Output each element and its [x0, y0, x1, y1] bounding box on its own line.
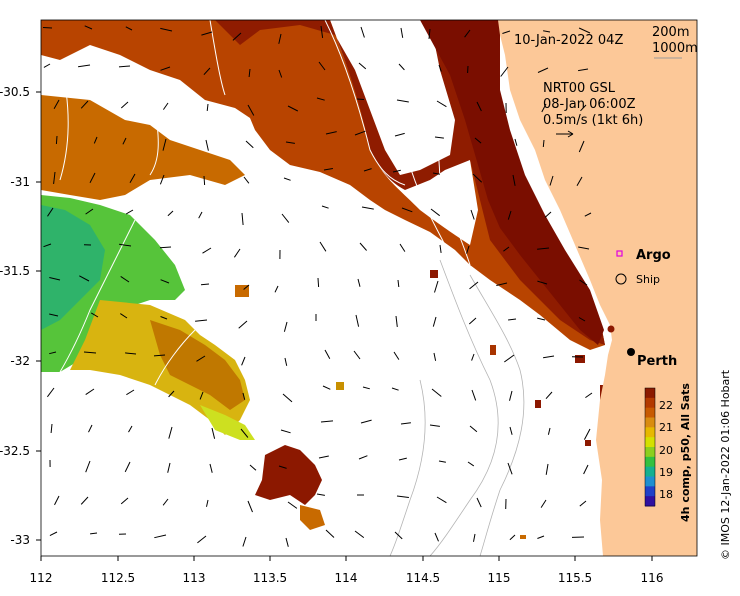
- current-vector: [56, 136, 57, 144]
- current-vector: [204, 176, 205, 185]
- sst-pixel: [535, 400, 541, 408]
- colorbar-title: 4h comp, p50, All Sats: [679, 383, 692, 522]
- city-label-perth: Perth: [637, 354, 677, 369]
- legend-ship: Ship: [636, 273, 660, 286]
- imos-credit: © IMOS 12-Jan-2022 01:06 Hobart: [719, 369, 732, 560]
- x-tick-label: 113: [183, 571, 206, 585]
- sst-pixel: [520, 535, 526, 539]
- x-tick-label: 116: [641, 571, 664, 585]
- colorbar-tick-label: 18: [659, 488, 673, 501]
- sst-pixel: [585, 440, 591, 446]
- perth-marker-icon[interactable]: [627, 348, 635, 356]
- colorbar-tick-label: 19: [659, 466, 673, 479]
- x-tick-label: 112.5: [101, 571, 135, 585]
- current-vector: [43, 28, 52, 29]
- current-date: 08-Jan 06:00Z: [543, 97, 636, 112]
- current-vector: [318, 278, 319, 287]
- colorbar-swatch: [645, 418, 655, 428]
- colorbar: [645, 388, 655, 507]
- colorbar-swatch: [645, 398, 655, 408]
- x-tick-label: 114: [335, 571, 358, 585]
- x-tick-label: 115.5: [558, 571, 592, 585]
- legend-argo: Argo: [636, 248, 671, 263]
- x-tick-label: 112: [30, 571, 53, 585]
- colorbar-swatch: [645, 447, 655, 457]
- current-scale: 0.5m/s (1kt 6h): [543, 113, 643, 128]
- contour-label-1000m: 1000m: [652, 41, 698, 56]
- x-tick-label: 115: [488, 571, 511, 585]
- coastal-marker-icon: [608, 326, 615, 333]
- sst-pixel: [336, 382, 344, 390]
- y-tick-label: -31: [10, 175, 30, 189]
- x-axis: 112 112.5 113 113.5 114 114.5 115 115.5 …: [30, 556, 664, 585]
- current-source: NRT00 GSL: [543, 81, 616, 96]
- colorbar-swatch: [645, 408, 655, 418]
- y-tick-label: -32: [10, 354, 30, 368]
- colorbar-swatch: [645, 457, 655, 467]
- y-tick-label: -31.5: [0, 264, 30, 278]
- colorbar-swatch: [645, 388, 655, 398]
- x-tick-label: 114.5: [406, 571, 440, 585]
- x-tick-label: 113.5: [253, 571, 287, 585]
- colorbar-swatch: [645, 467, 655, 477]
- colorbar-tick-label: 20: [659, 444, 673, 457]
- map-date: 10-Jan-2022 04Z: [514, 33, 623, 48]
- colorbar-swatch: [645, 486, 655, 496]
- y-tick-label: -30.5: [0, 85, 30, 99]
- colorbar-swatch: [645, 496, 655, 506]
- y-axis: -30.5 -31 -31.5 -32 -32.5 -33: [0, 85, 41, 547]
- sst-pixel: [490, 345, 496, 355]
- current-vector: [201, 284, 209, 285]
- sst-pixel: [430, 270, 438, 278]
- contour-label-200m: 200m: [652, 25, 689, 40]
- colorbar-swatch: [645, 437, 655, 447]
- current-vector: [357, 99, 364, 100]
- colorbar-swatch: [645, 477, 655, 487]
- y-tick-label: -33: [10, 533, 30, 547]
- current-vector: [543, 140, 544, 147]
- colorbar-tick-label: 22: [659, 399, 673, 412]
- y-tick-label: -32.5: [0, 444, 30, 458]
- colorbar-swatch: [645, 427, 655, 437]
- colorbar-tick-label: 21: [659, 421, 673, 434]
- sst-pixel: [575, 355, 585, 363]
